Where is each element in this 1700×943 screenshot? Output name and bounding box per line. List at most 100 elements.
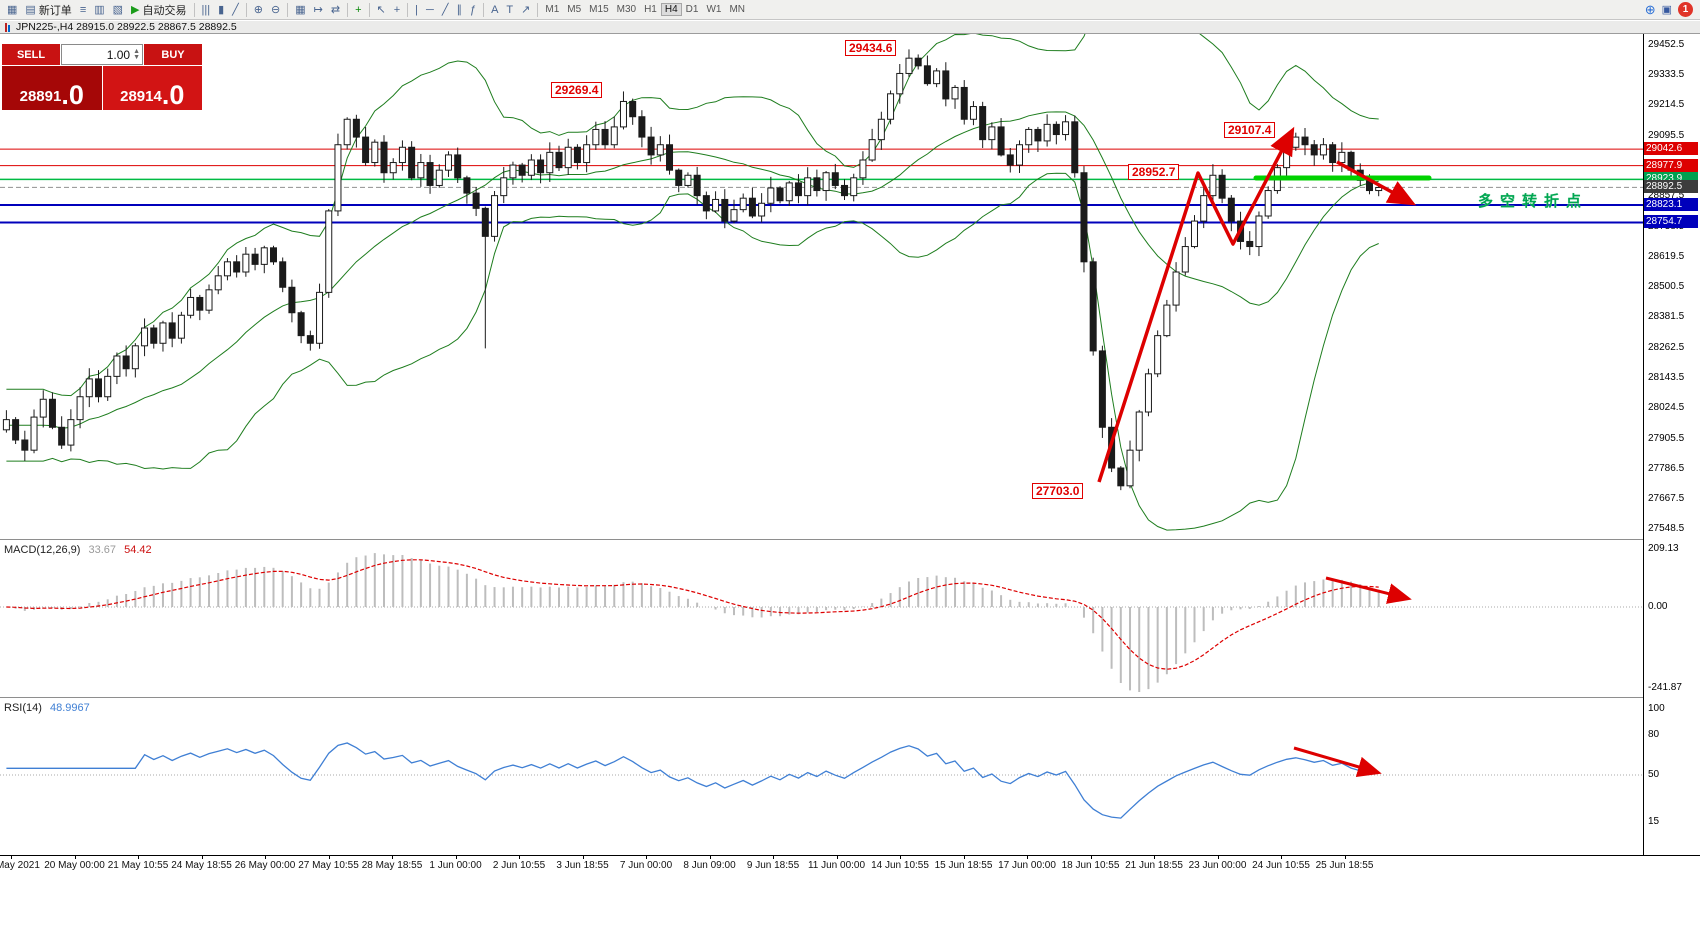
volume-stepper[interactable]: ▲ ▼ xyxy=(133,47,140,61)
fibonacci[interactable]: ƒ xyxy=(466,1,480,19)
price-tag-29434.6[interactable]: 29434.6 xyxy=(845,40,897,56)
text-label[interactable]: T xyxy=(502,1,517,19)
price-tag-29269.4[interactable]: 29269.4 xyxy=(551,82,603,98)
new-chart[interactable]: ▦ xyxy=(3,1,21,19)
toolbar-right: ⊕ ▣ 1 xyxy=(1645,2,1697,17)
crosshair[interactable]: + xyxy=(390,1,404,19)
data-window[interactable]: ▥ xyxy=(90,1,108,19)
navigator[interactable]: ▧ xyxy=(109,1,127,19)
buy-price-big: .0 xyxy=(161,80,185,110)
line-chart[interactable]: ╱ xyxy=(228,1,243,19)
red-trend-zigzag xyxy=(1097,126,1295,483)
timeframe-m30[interactable]: M30 xyxy=(616,4,637,15)
trendline-icon: ╱ xyxy=(441,3,449,16)
arrows-shapes[interactable]: ↗ xyxy=(517,1,534,19)
bars-chart[interactable]: ||| xyxy=(198,1,215,19)
time-label: 17 Jun 00:00 xyxy=(998,860,1056,871)
timeframe-w1[interactable]: W1 xyxy=(706,4,722,15)
zoom-in[interactable]: ⊕ xyxy=(250,1,267,19)
time-label: 18 May 2021 xyxy=(0,860,40,871)
candle-chart[interactable]: ▮ xyxy=(214,1,228,19)
rsi-red-arrow xyxy=(1293,746,1382,778)
rsi-panel[interactable] xyxy=(0,699,1643,855)
price-tick: 28143.5 xyxy=(1648,372,1685,384)
trendline[interactable]: ╱ xyxy=(438,1,453,19)
panel-splitter[interactable] xyxy=(0,539,1700,540)
macd-axis-label: 209.13 xyxy=(1648,543,1679,554)
toolbar: ▦ ▤ 新订单 ≡ ▥ ▧ ▶ 自动交易 ||| ▮ ╱ ⊕ ⊖ ▦ ↦ ⇄ + ↖ + | ─ ╱ ∥ ƒ A T ↗ M1 M5 M… xyxy=(0,0,1700,20)
time-label: 11 Jun 00:00 xyxy=(807,860,866,871)
volume-field[interactable]: 1.00 ▲ ▼ xyxy=(61,44,143,65)
price-axis[interactable]: 29452.529333.529214.529095.528976.528857… xyxy=(1643,34,1700,876)
macd-value-signal: 54.42 xyxy=(124,544,152,556)
price-tag-27703.0[interactable]: 27703.0 xyxy=(1032,483,1084,499)
turning-point-note[interactable]: 多空转折点 xyxy=(1478,193,1589,210)
volume-down-icon[interactable]: ▼ xyxy=(133,53,140,61)
time-tick xyxy=(646,856,647,859)
time-tick xyxy=(265,856,266,859)
chart-titlebar[interactable]: JPN225-,H4 28915.0 28922.5 28867.5 28892… xyxy=(0,21,1700,34)
text[interactable]: A xyxy=(487,1,502,19)
sell-price-button[interactable]: 28891 .0 xyxy=(2,66,102,110)
time-tick xyxy=(455,856,457,859)
text-icon: A xyxy=(491,3,499,16)
notification-badge[interactable]: 1 xyxy=(1678,2,1693,17)
main-chart[interactable] xyxy=(0,34,1643,538)
timeframe-h4[interactable]: H4 xyxy=(660,3,682,16)
macd-panel[interactable] xyxy=(0,541,1643,696)
vertical-line[interactable]: | xyxy=(411,1,422,19)
tile-windows[interactable]: ▦ xyxy=(291,1,309,19)
price-tick: 29452.5 xyxy=(1648,38,1685,50)
zoom-in-icon: ⊕ xyxy=(253,3,263,16)
auto-scroll[interactable]: ↦ xyxy=(310,1,327,19)
macd-signal-line xyxy=(6,559,1379,670)
price-tick: 28857.5 xyxy=(1648,190,1685,202)
timeframe-mn[interactable]: MN xyxy=(729,4,746,15)
autotrade-button[interactable]: ▶ 自动交易 xyxy=(127,1,190,19)
search-zoom-icon[interactable]: ⊕ xyxy=(1644,1,1656,17)
horizontal-line[interactable]: ─ xyxy=(422,1,438,19)
time-tick xyxy=(1090,856,1092,859)
new-order-button[interactable]: ▤ 新订单 xyxy=(21,1,75,19)
timeframe-m15[interactable]: M15 xyxy=(589,4,609,15)
time-tick xyxy=(392,856,393,859)
sell-price-big: .0 xyxy=(61,80,84,110)
timeframe-d1[interactable]: D1 xyxy=(685,4,699,15)
volume-up-icon[interactable]: ▲ xyxy=(133,47,140,55)
price-marker-28754.7: 28754.7 xyxy=(1644,215,1698,229)
time-label: 25 Jun 18:55 xyxy=(1315,860,1374,871)
time-label: 18 Jun 10:55 xyxy=(1061,860,1120,871)
price-marker-29042.6: 29042.6 xyxy=(1644,142,1698,156)
market-watch[interactable]: ≡ xyxy=(76,1,90,19)
indicators-add[interactable]: + xyxy=(351,1,365,19)
price-tag-29107.4[interactable]: 29107.4 xyxy=(1224,122,1276,138)
timeframe-m5[interactable]: M5 xyxy=(567,4,582,15)
channel[interactable]: ∥ xyxy=(452,1,466,19)
timeframe-m1[interactable]: M1 xyxy=(545,4,560,15)
screenshot-icon[interactable]: ▣ xyxy=(1661,3,1672,16)
price-tag-28952.7[interactable]: 28952.7 xyxy=(1128,164,1180,180)
toolbar-separator xyxy=(537,2,539,17)
price-marker-28823.1: 28823.1 xyxy=(1644,198,1698,212)
text-label-icon: T xyxy=(506,3,514,16)
time-tick xyxy=(900,856,901,859)
time-label: 24 May 18:55 xyxy=(171,860,232,871)
time-tick xyxy=(1217,856,1219,859)
navigator-icon: ▧ xyxy=(112,3,124,16)
toolbar-separator xyxy=(245,2,247,17)
timeframe-h1[interactable]: H1 xyxy=(644,4,657,15)
zoom-out[interactable]: ⊖ xyxy=(267,1,284,19)
time-tick xyxy=(11,856,12,859)
time-label: 9 Jun 18:55 xyxy=(746,860,800,871)
chart-shift[interactable]: ⇄ xyxy=(327,1,344,19)
cursor[interactable]: ↖ xyxy=(373,1,390,19)
buy-price-button[interactable]: 28914 .0 xyxy=(102,66,202,110)
buy-button[interactable]: BUY xyxy=(144,44,202,65)
autotrade-button-icon: ▶ xyxy=(131,3,140,16)
panel-splitter[interactable] xyxy=(0,697,1700,698)
sell-button[interactable]: SELL xyxy=(2,44,60,65)
price-tick: 29095.5 xyxy=(1648,129,1685,141)
price-tick: 28381.5 xyxy=(1648,311,1685,323)
price-tick: 28500.5 xyxy=(1648,281,1685,293)
